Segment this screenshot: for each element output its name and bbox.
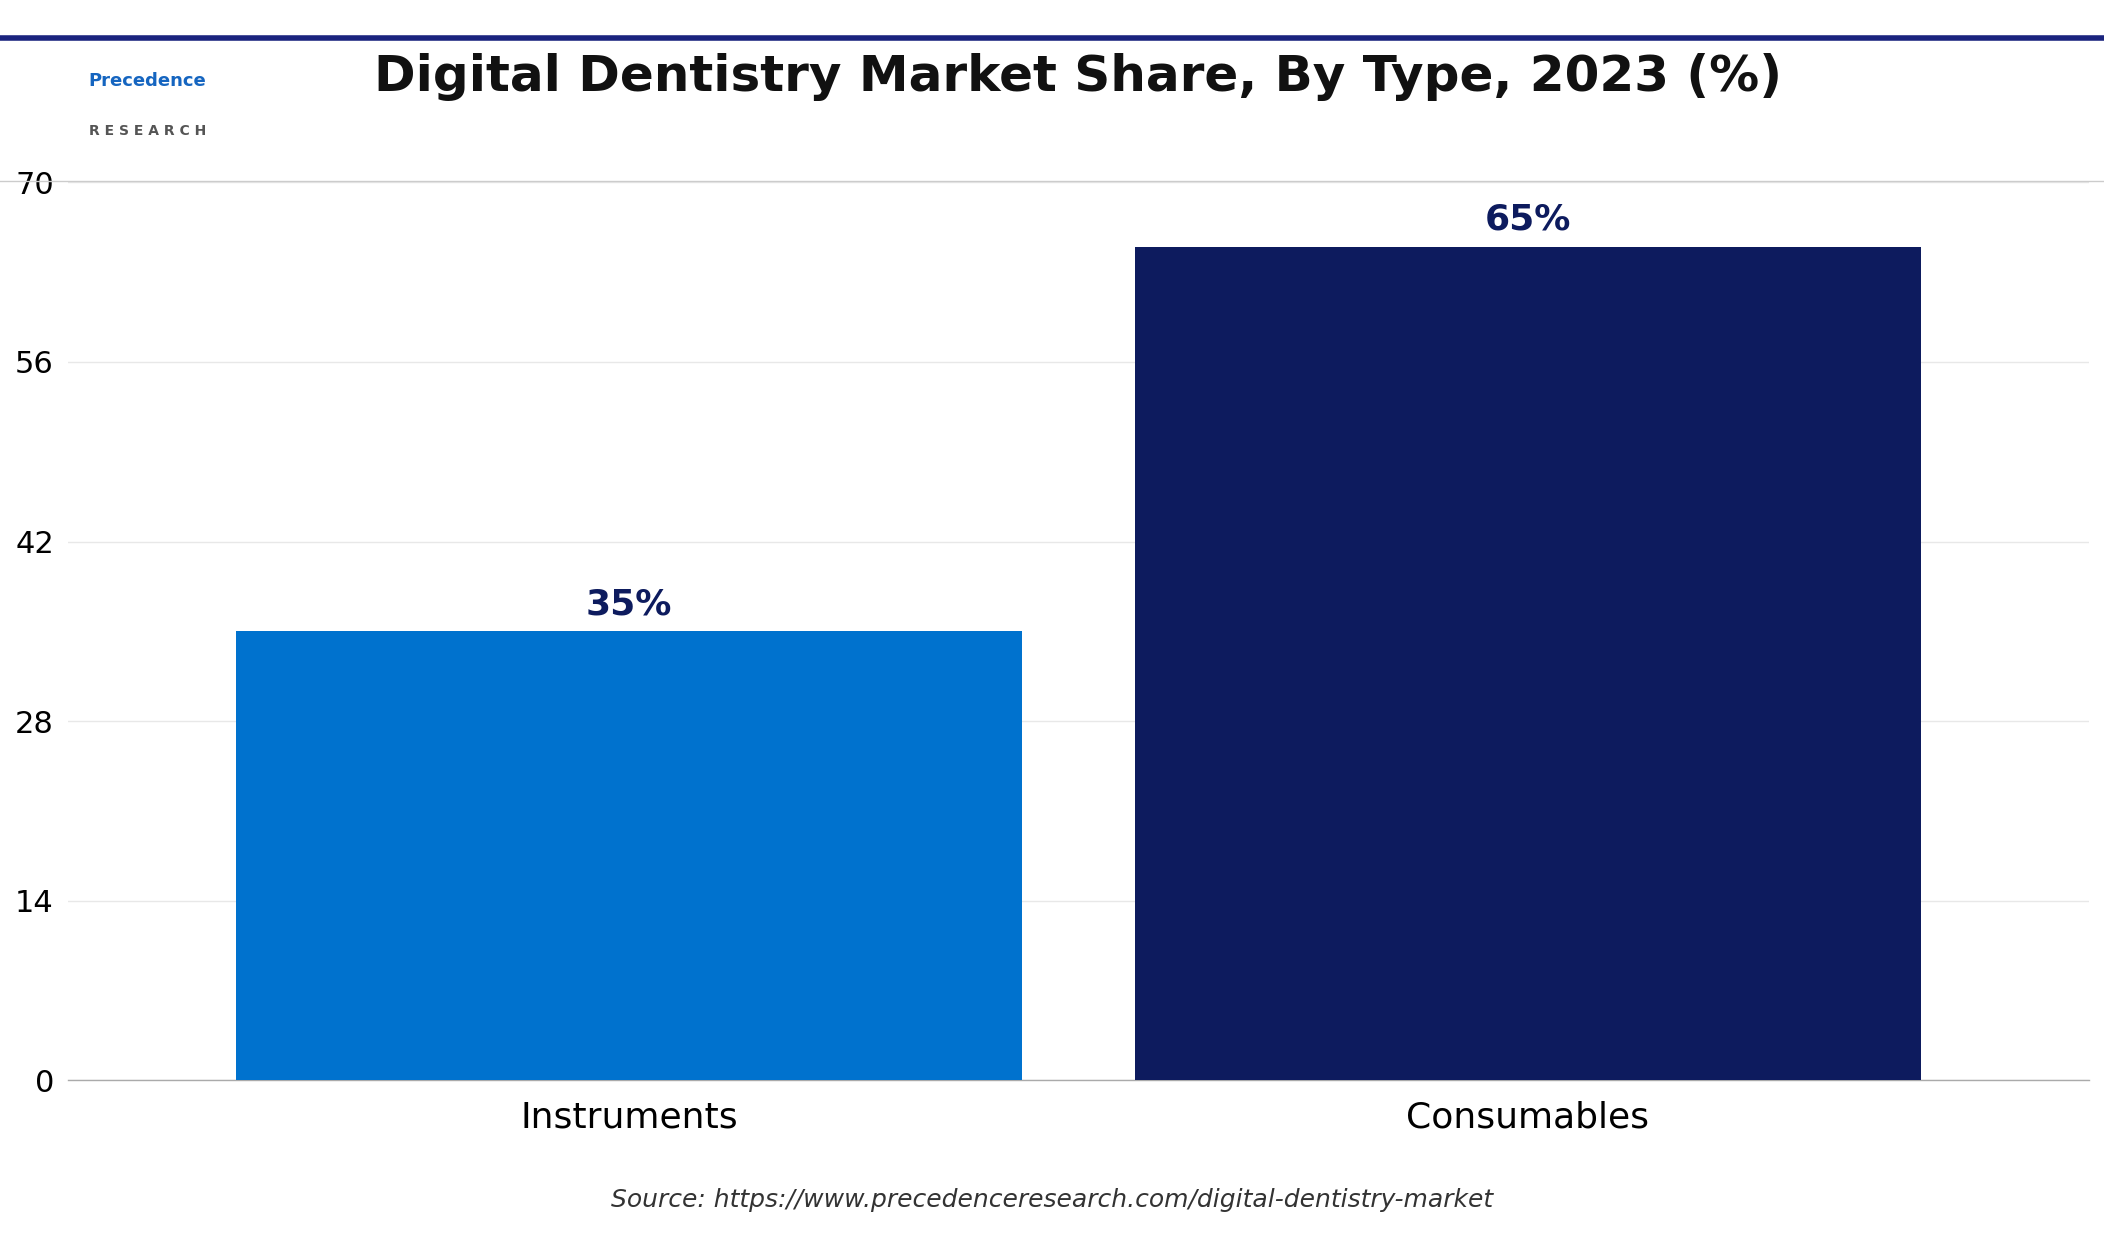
Text: Precedence: Precedence [88,72,206,90]
Text: 35%: 35% [587,588,673,621]
Bar [1134,246,1921,1080]
Text: 65%: 65% [1483,202,1572,236]
Bar [236,631,1023,1080]
Title: Digital Dentistry Market Share, By Type, 2023 (%): Digital Dentistry Market Share, By Type,… [375,52,1782,100]
Text: R E S E A R C H: R E S E A R C H [88,124,206,139]
Text: Source: https://www.precedenceresearch.com/digital-dentistry-market: Source: https://www.precedenceresearch.c… [610,1188,1494,1212]
